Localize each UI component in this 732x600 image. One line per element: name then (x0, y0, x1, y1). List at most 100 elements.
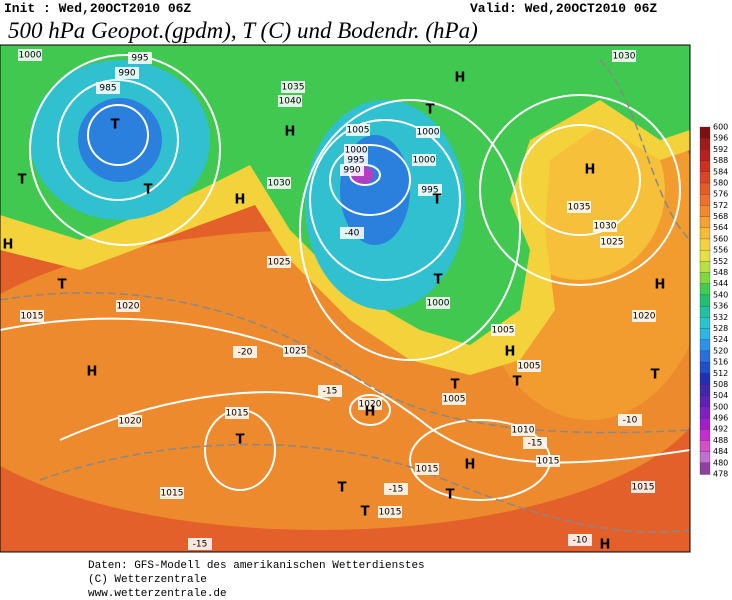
contour-label: 1005 (347, 126, 370, 136)
label-box (346, 124, 370, 136)
contour-label: -20 (238, 348, 253, 358)
label-box (118, 415, 142, 427)
colorbar-label: 596 (713, 134, 728, 143)
label-box (160, 487, 184, 499)
colorbar-label: 556 (713, 246, 728, 255)
contour-label: 995 (347, 156, 364, 166)
colorbar-swatch (699, 305, 711, 318)
contour-label: -10 (573, 536, 588, 546)
label-box (344, 154, 368, 166)
contour-label: 1020 (119, 417, 142, 427)
colorbar-label: 532 (713, 313, 728, 322)
pressure-center: T (434, 273, 443, 288)
contour-label: 1015 (161, 489, 184, 499)
label-box (283, 345, 307, 357)
contour-label: 1040 (279, 97, 302, 107)
colorbar-label: 560 (713, 234, 728, 243)
colorbar-swatch (699, 261, 711, 274)
pressure-center: T (513, 375, 522, 390)
contour-label: 1000 (19, 51, 42, 61)
label-box (278, 95, 302, 107)
colorbar-swatch (699, 294, 711, 307)
label-box (517, 360, 541, 372)
contour-label: 1030 (594, 222, 617, 232)
contour-label: 1025 (268, 258, 291, 268)
contour-label: 1000 (417, 128, 440, 138)
contour-label: -40 (345, 229, 360, 239)
colorbar-swatch (699, 160, 711, 173)
footer-url: www.wetterzentrale.de (88, 588, 227, 600)
contour-label: 1015 (632, 483, 655, 493)
label-box (188, 538, 212, 550)
label-box (267, 177, 291, 189)
colorbar-swatch (699, 361, 711, 374)
colorbar-swatch (699, 373, 711, 386)
isotherms (0, 59, 690, 533)
label-box (384, 483, 408, 495)
contour-label: 1015 (21, 312, 44, 322)
colorbar-label: 480 (713, 458, 728, 467)
contour-label: -15 (323, 387, 338, 397)
contour-label: 1005 (492, 326, 515, 336)
label-box (600, 236, 624, 248)
pressure-center: H (285, 125, 296, 140)
contour-label: 1015 (379, 508, 402, 518)
colorbar-label: 484 (713, 447, 728, 456)
colorbar-label: 536 (713, 302, 728, 311)
contour-label: -10 (623, 416, 638, 426)
label-box (128, 52, 152, 64)
pressure-center: H (455, 71, 466, 86)
colorbar-swatch (699, 216, 711, 229)
colorbar-swatch (699, 440, 711, 453)
colorbar-label: 588 (713, 156, 728, 165)
label-box (536, 455, 560, 467)
contour-label: 1015 (537, 457, 560, 467)
colorbar-label: 552 (713, 257, 728, 266)
pressure-center: H (505, 345, 516, 360)
pressure-center: T (144, 183, 153, 198)
colorbar-label: 508 (713, 380, 728, 389)
label-box (96, 82, 120, 94)
colorbar-label: 576 (713, 190, 728, 199)
colorbar-swatch (699, 194, 711, 207)
colorbar-swatch (699, 350, 711, 363)
label-box (618, 414, 642, 426)
contour-label: 1015 (226, 409, 249, 419)
label-box (281, 81, 305, 93)
contour-label: -15 (193, 540, 208, 550)
colorbar-label: 496 (713, 414, 728, 423)
fill (78, 98, 162, 182)
pressure-center: H (87, 365, 98, 380)
colorbar-swatch (699, 406, 711, 419)
colorbar-swatch (699, 395, 711, 408)
contour-label: -15 (389, 485, 404, 495)
colorbar-label: 592 (713, 145, 728, 154)
colorbar-swatch (699, 429, 711, 442)
pressure-center: H (655, 278, 666, 293)
pressure-center: T (58, 278, 67, 293)
contour-label: 1025 (284, 347, 307, 357)
label-box (567, 201, 591, 213)
colorbar-swatch (699, 182, 711, 195)
pressure-center: T (338, 481, 347, 496)
init-time: Init : Wed,20OCT2010 06Z (4, 1, 191, 16)
label-box (632, 310, 656, 322)
label-box (491, 324, 515, 336)
pressure-center: T (236, 433, 245, 448)
label-box (344, 144, 368, 156)
colorbar-swatch (699, 138, 711, 151)
contour-label: 1025 (601, 238, 624, 248)
colorbar-label: 600 (713, 123, 728, 132)
pressure-center: T (361, 505, 370, 520)
label-box (612, 50, 636, 62)
label-box (340, 227, 364, 239)
colorbar-label: 512 (713, 369, 728, 378)
contour-label: 990 (343, 166, 360, 176)
contour-label: -15 (528, 439, 543, 449)
label-box (233, 346, 257, 358)
label-box (115, 67, 139, 79)
colorbar-label: 564 (713, 223, 728, 232)
contour-label: 1005 (518, 362, 541, 372)
colorbar-swatch (699, 328, 711, 341)
colorbar-label: 572 (713, 201, 728, 210)
